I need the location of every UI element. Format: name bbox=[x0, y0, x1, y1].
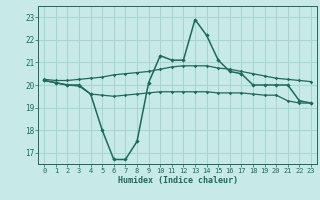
X-axis label: Humidex (Indice chaleur): Humidex (Indice chaleur) bbox=[118, 176, 238, 185]
